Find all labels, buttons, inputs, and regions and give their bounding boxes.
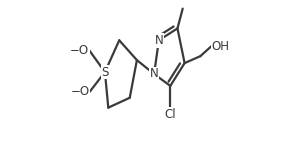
Text: OH: OH (211, 40, 229, 53)
Text: N: N (154, 34, 163, 47)
Text: −O: −O (70, 44, 89, 57)
Text: N: N (150, 67, 158, 80)
Text: −O: −O (70, 85, 90, 98)
Text: S: S (101, 66, 109, 78)
Text: Cl: Cl (164, 108, 176, 121)
